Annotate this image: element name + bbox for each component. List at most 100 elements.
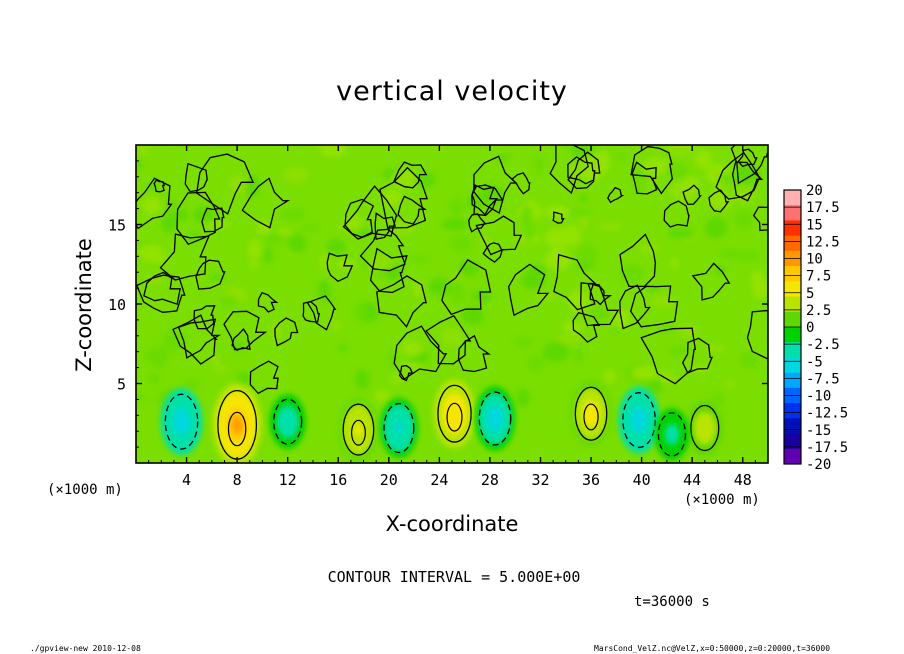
colorbar-label: 5: [806, 286, 814, 302]
contour-line: [730, 145, 768, 185]
colorbar-label: 17.5: [806, 200, 840, 216]
contour-line: [195, 153, 254, 215]
contour-line: [159, 233, 210, 281]
contour-line: [663, 200, 690, 228]
time-note: t=36000 s: [634, 594, 710, 610]
x-unit-label-left: (×1000 m): [47, 482, 123, 498]
contour-line: [631, 161, 658, 195]
contour-line: [511, 172, 531, 195]
contour-line: [746, 309, 768, 360]
contour-line: [471, 184, 499, 216]
downdraft: [379, 398, 418, 458]
x-tick-label: 12: [279, 471, 297, 489]
y-axis-label: Z-coordinate: [72, 238, 96, 372]
colorbar-label: -15: [806, 423, 831, 439]
contour-line: [572, 312, 601, 343]
contour-line: [482, 242, 504, 263]
contour-line: [376, 275, 427, 328]
contour-line: [274, 317, 299, 347]
contour-line: [715, 151, 761, 200]
colorbar-segment: [784, 342, 801, 358]
colorbar-segment: [784, 190, 801, 206]
colorbar-label: 10: [806, 252, 823, 268]
updraft-contour: [690, 404, 720, 452]
contour-line: [359, 228, 406, 272]
contour-line: [441, 259, 492, 316]
x-tick-label: 36: [582, 471, 600, 489]
contour-line: [552, 211, 565, 224]
downdraft-contour: [478, 391, 512, 446]
colorbar-label: 20: [806, 183, 823, 199]
contour-line: [681, 337, 713, 374]
colorbar-label: -10: [806, 389, 831, 405]
colorbar-segment: [784, 448, 801, 465]
contour-line: [580, 282, 620, 327]
contour-line: [589, 283, 613, 306]
contour-line: [752, 206, 768, 232]
updraft: [212, 383, 262, 463]
contour-line: [195, 259, 226, 290]
colorbar-label: 2.5: [806, 303, 831, 319]
y-tick-label: 5: [117, 376, 126, 394]
contour-line: [136, 177, 173, 230]
updraft: [338, 398, 379, 461]
contour-line: [619, 284, 651, 330]
convective-cells: [160, 379, 723, 463]
downdraft: [160, 388, 203, 456]
colorbar-segment: [784, 403, 801, 419]
x-tick-label: 28: [481, 471, 499, 489]
downdraft: [654, 408, 690, 461]
contour-line: [630, 145, 673, 195]
plot-area: [135, 144, 769, 464]
contour-line: [475, 215, 523, 256]
colorbar-segment: [784, 205, 801, 221]
colorbar-label: -12.5: [806, 406, 848, 422]
colorbar-segment: [784, 433, 801, 450]
contour-interval-note: CONTOUR INTERVAL = 5.000E+00: [327, 568, 581, 586]
contour-line: [457, 334, 491, 373]
x-tick-label: 24: [430, 471, 448, 489]
downdraft: [474, 386, 516, 451]
x-axis-label: X-coordinate: [385, 512, 519, 536]
footer-right: MarsCond_VelZ.nc@VelZ,x=0:50000,z=0:2000…: [594, 644, 831, 653]
contour-line: [136, 274, 186, 313]
contour-line: [397, 195, 427, 225]
colorbar-segment: [784, 418, 801, 435]
contour-line: [223, 310, 268, 351]
colorbar-segment: [784, 296, 801, 313]
contour-line: [177, 318, 222, 359]
contour-line: [549, 145, 589, 195]
colorbar-segment: [784, 281, 801, 298]
downdraft: [269, 394, 306, 450]
colorbar-segment: [784, 266, 801, 282]
x-tick-label: 8: [233, 471, 242, 489]
contour-line: [607, 186, 625, 204]
colorbar-label: 12.5: [806, 234, 840, 250]
contour-line: [231, 328, 251, 351]
contour-line: [257, 292, 279, 313]
contour-line: [567, 151, 601, 190]
contour-line: [682, 184, 702, 205]
contour-line: [302, 300, 320, 323]
contour-line: [193, 305, 216, 330]
contour-line: [143, 271, 181, 306]
contour-line: [379, 166, 429, 229]
x-tick-label: 20: [380, 471, 398, 489]
updraft: [433, 379, 476, 449]
contour-lines: [136, 145, 768, 395]
contour-line: [369, 247, 408, 294]
contour-line: [425, 314, 472, 365]
x-tick-label: 40: [633, 471, 651, 489]
contour-line: [553, 253, 597, 311]
colorbar-label: -2.5: [806, 337, 840, 353]
x-tick-label: 32: [531, 471, 549, 489]
contour-line: [473, 155, 518, 214]
downdraft-contour: [383, 402, 415, 454]
contour-line: [241, 177, 291, 229]
contour-line: [374, 212, 396, 240]
colorbar-label: -7.5: [806, 371, 840, 387]
updraft-contour: [437, 384, 472, 443]
colorbar-label: 0: [806, 320, 814, 336]
